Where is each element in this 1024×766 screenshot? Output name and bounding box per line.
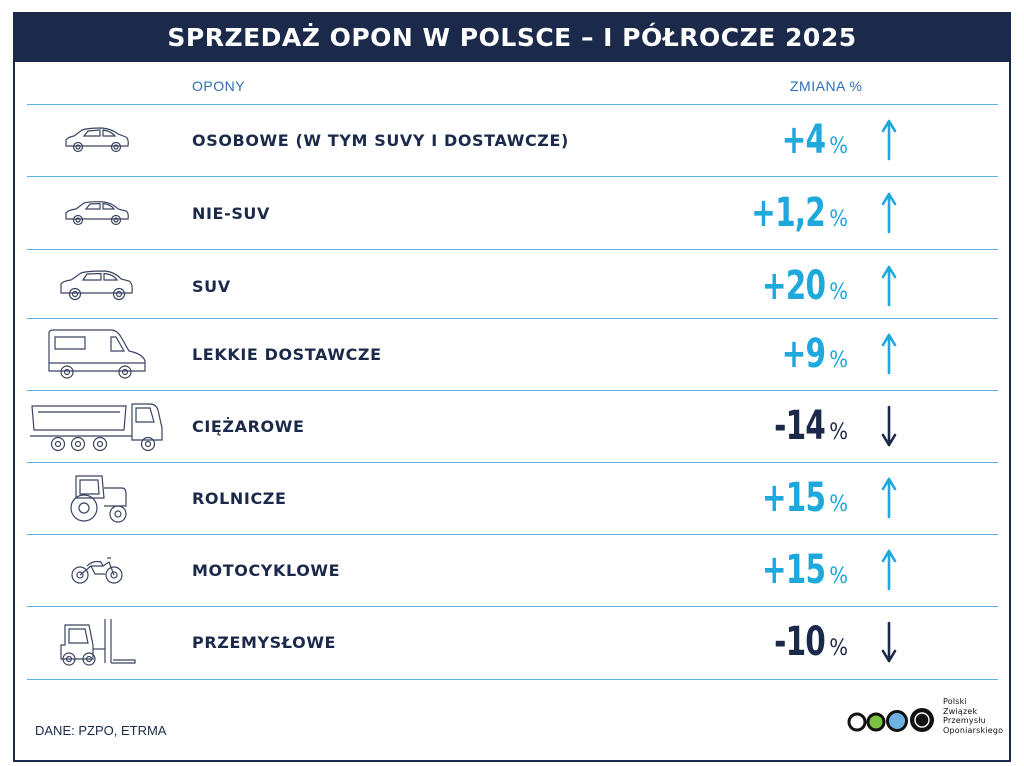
- row-label: ROLNICZE: [192, 488, 287, 508]
- table-row: LEKKIE DOSTAWCZE +9%: [27, 318, 998, 390]
- column-header-tires: OPONY: [192, 78, 246, 94]
- arrow-up-icon: [877, 318, 901, 390]
- source-note: DANE: PZPO, ETRMA: [35, 723, 167, 738]
- title-bar: SPRZEDAŻ OPON W POLSCE – I PÓŁROCZE 2025: [13, 12, 1011, 62]
- row-label: LEKKIE DOSTAWCZE: [192, 344, 382, 364]
- column-header-change: ZMIANA %: [790, 78, 863, 94]
- dump-truck-icon: [27, 390, 167, 462]
- tractor-icon: [27, 462, 167, 534]
- row-label: NIE-SUV: [192, 203, 271, 223]
- hatchback-car-icon: [27, 104, 167, 176]
- change-value: +15%: [761, 475, 848, 521]
- divider: [27, 318, 998, 319]
- pzpo-logo: Polski Związek Przemysłu Oponiarskiego: [845, 697, 1005, 741]
- forklift-icon: [27, 606, 167, 678]
- row-label: SUV: [192, 276, 231, 296]
- change-value: +9%: [781, 331, 848, 377]
- table-row: SUV +20%: [27, 250, 998, 322]
- change-value: -14%: [774, 403, 848, 449]
- divider: [27, 679, 998, 680]
- change-value: +15%: [761, 547, 848, 593]
- divider: [27, 462, 998, 463]
- table-row: OSOBOWE (W TYM SUVY I DOSTAWCZE) +4%: [27, 104, 998, 176]
- motorcycle-icon: [27, 534, 167, 606]
- divider: [27, 104, 998, 105]
- divider: [27, 534, 998, 535]
- table-row: MOTOCYKLOWE +15%: [27, 534, 998, 606]
- row-label: MOTOCYKLOWE: [192, 560, 341, 580]
- sedan-car-icon: [27, 177, 167, 249]
- van-icon: [27, 318, 167, 390]
- logo-circles-icon: [847, 708, 934, 732]
- arrow-up-icon: [877, 250, 901, 322]
- table-row: PRZEMYSŁOWE -10%: [27, 606, 998, 678]
- suv-car-icon: [27, 250, 167, 322]
- page-title: SPRZEDAŻ OPON W POLSCE – I PÓŁROCZE 2025: [167, 22, 857, 52]
- arrow-up-icon: [877, 462, 901, 534]
- divider: [27, 390, 998, 391]
- arrow-down-icon: [877, 390, 901, 462]
- table-row: NIE-SUV +1,2%: [27, 177, 998, 249]
- infographic-frame: [13, 12, 1011, 762]
- divider: [27, 606, 998, 607]
- arrow-up-icon: [877, 104, 901, 176]
- table-row: ROLNICZE +15%: [27, 462, 998, 534]
- change-value: +20%: [761, 263, 848, 309]
- divider: [27, 249, 998, 250]
- change-value: +1,2%: [751, 190, 848, 236]
- logo-text: Polski Związek Przemysłu Oponiarskiego: [943, 697, 1004, 735]
- change-value: -10%: [774, 619, 848, 665]
- arrow-up-icon: [877, 534, 901, 606]
- row-label: CIĘŻAROWE: [192, 416, 305, 436]
- table-row: CIĘŻAROWE -14%: [27, 390, 998, 462]
- row-label: PRZEMYSŁOWE: [192, 632, 337, 652]
- divider: [27, 176, 998, 177]
- arrow-down-icon: [877, 606, 901, 678]
- arrow-up-icon: [877, 177, 901, 249]
- change-value: +4%: [781, 117, 848, 163]
- row-label: OSOBOWE (W TYM SUVY I DOSTAWCZE): [192, 130, 569, 150]
